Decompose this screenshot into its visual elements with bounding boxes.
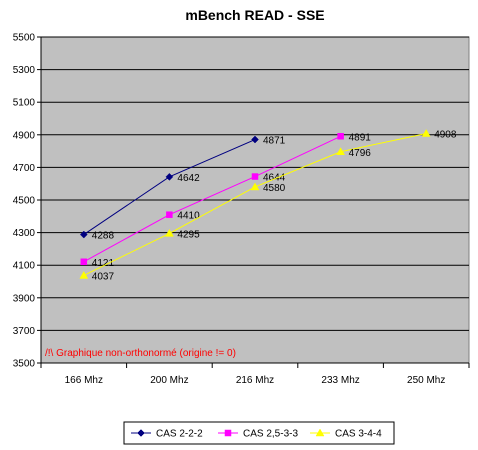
x-tick-label: 200 Mhz (150, 375, 188, 386)
legend-box (123, 421, 395, 445)
data-point (79, 230, 88, 239)
series-cas-3-4-4: 4037 4295 4580 4796 4908 (79, 128, 457, 282)
data-label: 4871 (263, 136, 286, 147)
series-cas-2-2-2: 4288 4642 4871 (79, 135, 286, 242)
series-cas-2-5-3-3: 4121 4410 4644 4891 (80, 132, 372, 269)
x-tick-label: 250 Mhz (407, 375, 445, 386)
data-label: 4891 (349, 132, 372, 143)
legend-item: CAS 2-2-2 (131, 429, 203, 440)
y-tick-label: 4300 (13, 228, 36, 239)
data-point (251, 173, 259, 180)
y-tick-label: 3900 (13, 293, 36, 304)
x-tick-label: 166 Mhz (65, 375, 103, 386)
y-tick-label: 4500 (13, 196, 36, 207)
data-point (336, 147, 346, 156)
data-point (337, 133, 344, 140)
data-label: 4908 (434, 129, 457, 140)
data-label: 4295 (177, 229, 200, 240)
data-label: 4796 (349, 148, 372, 159)
data-label: 4644 (263, 173, 286, 184)
data-point (250, 182, 260, 191)
legend-marker (315, 428, 325, 437)
y-tick-label: 4100 (13, 261, 36, 272)
y-tick-label: 5100 (13, 98, 36, 109)
data-label: 4037 (92, 271, 115, 282)
data-point (80, 258, 88, 266)
data-point (79, 270, 89, 279)
y-tick-label: 5300 (13, 65, 36, 76)
gridlines (41, 36, 469, 331)
y-tick-label: 3700 (13, 326, 36, 337)
data-label: 4288 (92, 231, 115, 242)
legend-label: CAS 2,5-3-3 (243, 429, 298, 440)
series-group: 4288 4642 4871 4121 4410 4644 4891 4037 4295 4580… (79, 128, 457, 282)
x-tick-label: 233 Mhz (321, 375, 359, 386)
x-axis-ticks: 166 Mhz 200 Mhz 216 Mhz 233 Mhz 250 Mhz (40, 362, 470, 386)
data-point (166, 211, 173, 218)
legend: CAS 2-2-2 CAS 2,5-3-3 CAS 3-4-4 (123, 421, 395, 445)
legend-marker (137, 429, 145, 437)
legend-marker (224, 429, 232, 437)
data-label: 4121 (92, 258, 115, 269)
series-line (83, 135, 341, 263)
data-point (251, 135, 259, 144)
data-point (164, 228, 174, 237)
legend-label: CAS 3-4-4 (335, 429, 382, 440)
y-tick-label: 4700 (13, 163, 36, 174)
data-point (165, 173, 174, 181)
data-point (421, 128, 431, 137)
chart-title: mBench READ - SSE (185, 7, 324, 23)
x-tick-label: 216 Mhz (236, 375, 274, 386)
y-tick-label: 3500 (13, 359, 36, 370)
y-axis-ticks: 3500 3700 3900 4100 4300 4500 4700 4900 5100 5300… (13, 33, 42, 370)
data-label: 4410 (177, 211, 200, 222)
legend-item: CAS 3-4-4 (310, 428, 382, 440)
data-label: 4642 (177, 173, 200, 184)
y-tick-label: 4900 (13, 130, 36, 141)
chart-annotation: /!\ Graphique non-orthonormé (origine !=… (45, 348, 236, 359)
legend-item: CAS 2,5-3-3 (218, 429, 298, 440)
y-tick-label: 5500 (13, 33, 36, 44)
data-label: 4580 (263, 183, 286, 194)
legend-label: CAS 2-2-2 (156, 429, 203, 440)
